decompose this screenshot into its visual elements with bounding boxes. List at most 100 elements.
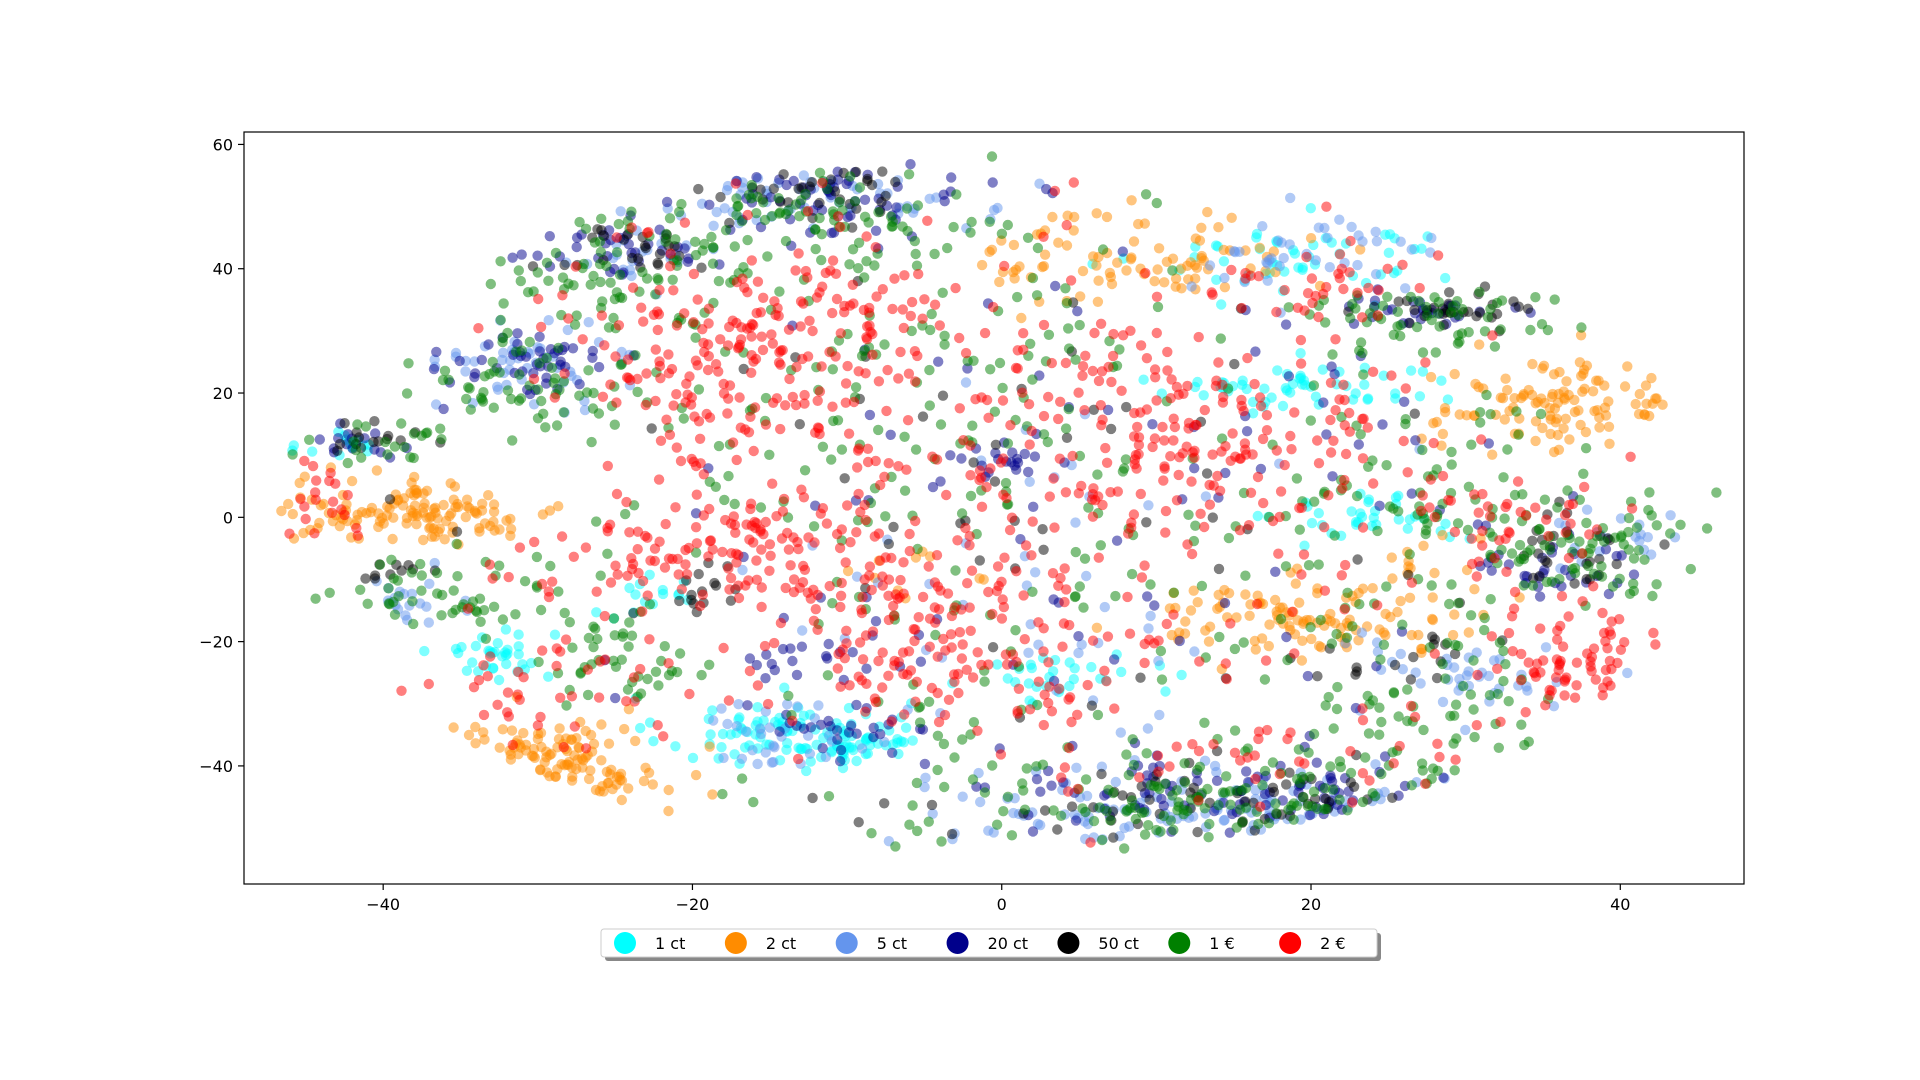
scatter-point (555, 692, 566, 703)
scatter-point (310, 593, 321, 604)
scatter-point (1546, 391, 1558, 403)
scatter-point (751, 659, 762, 671)
scatter-point (483, 490, 494, 501)
scatter-point (879, 736, 890, 748)
scatter-point (1346, 221, 1357, 233)
scatter-point (817, 743, 828, 754)
scatter-point (1173, 801, 1184, 812)
scatter-point (432, 588, 443, 599)
scatter-point (887, 747, 898, 758)
scatter-point (389, 609, 401, 620)
scatter-point (580, 743, 592, 754)
scatter-point (787, 391, 798, 403)
scatter-point (1177, 448, 1189, 459)
scatter-point (870, 696, 882, 708)
scatter-point (1261, 257, 1272, 268)
scatter-point (1545, 414, 1557, 425)
scatter-point (857, 654, 869, 665)
scatter-point (927, 451, 938, 462)
scatter-point (752, 702, 763, 713)
scatter-point (388, 512, 399, 523)
scatter-point (929, 248, 940, 260)
scatter-point (1073, 488, 1085, 499)
scatter-point (1047, 568, 1059, 579)
scatter-point (946, 172, 957, 183)
scatter-point (1701, 523, 1713, 534)
scatter-point (1262, 275, 1273, 286)
scatter-point (1022, 466, 1034, 478)
scatter-point (907, 800, 918, 811)
scatter-point (840, 378, 852, 389)
scatter-point (1164, 761, 1175, 772)
scatter-point (1311, 757, 1323, 768)
scatter-point (549, 392, 560, 403)
scatter-point (1528, 667, 1539, 678)
scatter-point (1257, 780, 1268, 791)
scatter-point (1320, 700, 1331, 711)
scatter-point (1033, 676, 1045, 687)
scatter-point (299, 471, 310, 482)
scatter-point (1450, 754, 1461, 765)
scatter-point (287, 449, 298, 460)
scatter-point (1135, 407, 1146, 418)
scatter-point (1616, 530, 1627, 541)
scatter-point (734, 339, 745, 350)
scatter-point (716, 742, 727, 753)
scatter-point (1530, 416, 1542, 427)
scatter-point (1207, 512, 1219, 523)
scatter-point (1193, 745, 1205, 757)
scatter-point (300, 513, 311, 525)
scatter-point (1471, 720, 1483, 731)
scatter-point (1463, 481, 1475, 492)
scatter-point (1077, 361, 1089, 372)
scatter-point (436, 610, 447, 621)
scatter-point (1498, 645, 1509, 657)
scatter-point (1628, 569, 1640, 580)
scatter-point (768, 756, 779, 768)
scatter-point (1588, 581, 1599, 592)
scatter-point (929, 299, 941, 310)
scatter-point (1055, 396, 1066, 407)
scatter-point (1344, 426, 1356, 437)
scatter-point (1204, 260, 1216, 271)
scatter-point (742, 287, 753, 298)
scatter-point (1646, 510, 1657, 521)
scatter-point (1105, 487, 1116, 498)
scatter-point (611, 247, 623, 258)
scatter-point (881, 405, 892, 417)
scatter-point (539, 757, 550, 768)
scatter-point (1223, 588, 1235, 599)
scatter-point (474, 593, 486, 604)
scatter-point (1640, 380, 1652, 391)
scatter-point (1185, 257, 1196, 268)
scatter-point (1482, 501, 1494, 512)
scatter-point (534, 331, 545, 342)
scatter-point (1329, 530, 1340, 541)
scatter-point (839, 473, 850, 484)
scatter-point (1023, 647, 1034, 658)
scatter-point (1217, 379, 1228, 390)
scatter-point (642, 673, 653, 685)
scatter-point (558, 407, 569, 418)
scatter-point (967, 774, 979, 785)
scatter-point (569, 721, 580, 732)
scatter-point (1499, 414, 1511, 425)
scatter-point (865, 326, 876, 338)
scatter-point (387, 533, 398, 545)
scatter-point (1420, 778, 1431, 789)
scatter-point (1060, 487, 1072, 498)
scatter-point (1019, 804, 1031, 815)
scatter-point (1012, 345, 1023, 356)
scatter-point (910, 696, 921, 707)
scatter-point (487, 356, 498, 368)
scatter-point (1234, 246, 1245, 257)
scatter-point (987, 608, 998, 620)
scatter-point (1463, 666, 1474, 677)
scatter-point (1310, 255, 1322, 266)
scatter-point (361, 508, 372, 519)
scatter-point (1357, 453, 1369, 464)
scatter-point (1488, 655, 1500, 666)
scatter-point (1059, 596, 1070, 608)
scatter-point (1135, 488, 1147, 500)
scatter-point (1308, 728, 1320, 740)
